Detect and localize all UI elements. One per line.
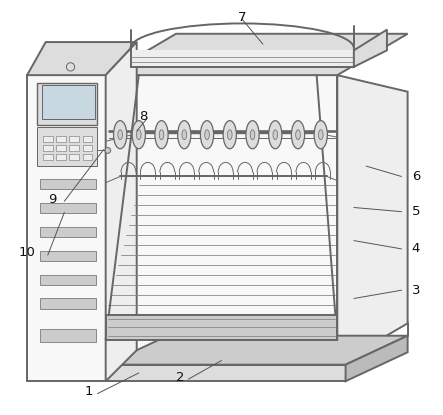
Polygon shape xyxy=(106,365,346,381)
Ellipse shape xyxy=(113,121,127,149)
Ellipse shape xyxy=(205,130,210,139)
Ellipse shape xyxy=(200,121,214,149)
Text: 4: 4 xyxy=(412,242,420,255)
Ellipse shape xyxy=(118,130,122,139)
Bar xyxy=(82,136,93,142)
Ellipse shape xyxy=(182,130,187,139)
Bar xyxy=(43,136,53,142)
Polygon shape xyxy=(38,127,97,166)
Polygon shape xyxy=(354,29,387,67)
Bar xyxy=(40,203,96,213)
Ellipse shape xyxy=(250,130,255,139)
Polygon shape xyxy=(42,85,95,119)
Bar xyxy=(69,136,79,142)
Ellipse shape xyxy=(319,130,323,139)
Bar xyxy=(43,154,53,160)
Polygon shape xyxy=(27,75,106,381)
Polygon shape xyxy=(346,336,408,381)
Circle shape xyxy=(66,63,75,71)
Polygon shape xyxy=(337,75,408,365)
Ellipse shape xyxy=(295,130,300,139)
Ellipse shape xyxy=(155,121,168,149)
Bar xyxy=(43,145,53,151)
Text: 7: 7 xyxy=(238,11,246,24)
Text: 6: 6 xyxy=(412,170,420,183)
Ellipse shape xyxy=(291,121,305,149)
Bar xyxy=(40,298,96,309)
Bar xyxy=(56,136,66,142)
Bar xyxy=(82,145,93,151)
Ellipse shape xyxy=(178,121,191,149)
Polygon shape xyxy=(106,75,337,365)
Polygon shape xyxy=(38,83,97,125)
Bar xyxy=(40,251,96,261)
Ellipse shape xyxy=(132,121,145,149)
Ellipse shape xyxy=(227,130,232,139)
Bar xyxy=(40,274,96,285)
Text: 1: 1 xyxy=(85,385,93,398)
Text: 3: 3 xyxy=(412,284,420,297)
Bar xyxy=(82,154,93,160)
Bar xyxy=(56,154,66,160)
Bar xyxy=(69,154,79,160)
Text: 2: 2 xyxy=(176,371,184,383)
Text: 9: 9 xyxy=(48,193,56,206)
Circle shape xyxy=(105,147,111,153)
Bar xyxy=(40,227,96,237)
Bar xyxy=(40,329,96,342)
Polygon shape xyxy=(27,42,137,75)
Polygon shape xyxy=(106,336,408,365)
Ellipse shape xyxy=(159,130,164,139)
Polygon shape xyxy=(131,50,354,67)
Ellipse shape xyxy=(136,130,141,139)
Text: 8: 8 xyxy=(139,110,147,123)
Text: 10: 10 xyxy=(19,247,35,259)
Bar xyxy=(40,178,96,189)
Ellipse shape xyxy=(314,121,327,149)
Polygon shape xyxy=(106,42,137,381)
Ellipse shape xyxy=(246,121,259,149)
Ellipse shape xyxy=(273,130,278,139)
Polygon shape xyxy=(106,315,337,340)
Polygon shape xyxy=(106,34,408,75)
Text: 5: 5 xyxy=(412,205,420,218)
Bar xyxy=(69,145,79,151)
Ellipse shape xyxy=(268,121,282,149)
Bar xyxy=(56,145,66,151)
Ellipse shape xyxy=(223,121,237,149)
